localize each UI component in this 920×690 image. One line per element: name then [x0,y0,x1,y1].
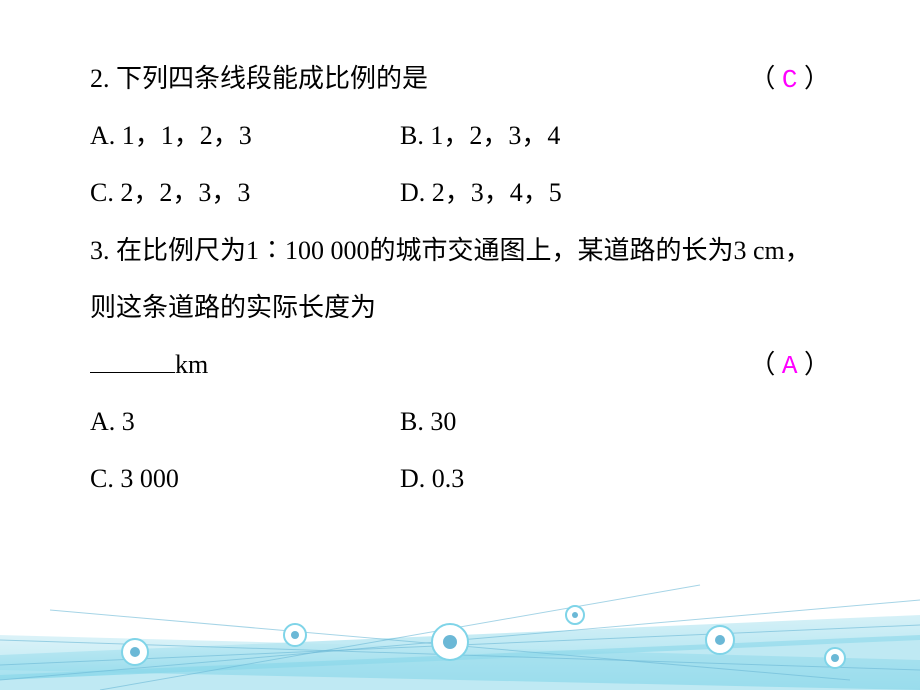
question-3-blank-line: km （ A ） [90,336,830,393]
q2-option-d: D. 2，3，4，5 [400,164,830,221]
bottom-decoration [0,580,920,690]
q3-options-row2: C. 3 000 D. 0.3 [90,450,830,507]
q2-answer: C [782,65,798,95]
question-2-stem: 2. 下列四条线段能成比例的是 （ C ） [90,50,830,107]
q2-answer-paren: （ C ） [749,50,830,109]
slide-content: 2. 下列四条线段能成比例的是 （ C ） A. 1，1，2，3 B. 1，2，… [0,0,920,508]
paren-open: （ [749,350,775,379]
q3-unit: km [175,350,208,379]
paren-close: ） [804,64,830,93]
q3-option-a: A. 3 [90,393,400,450]
q2-options-row2: C. 2，2，3，3 D. 2，3，4，5 [90,164,830,221]
deco-node-inner [130,647,140,657]
q3-option-d: D. 0.3 [400,450,830,507]
q2-number: 2. [90,64,110,93]
q3-options-row1: A. 3 B. 30 [90,393,830,450]
q3-answer: A [782,351,798,381]
q2-option-a: A. 1，1，2，3 [90,107,400,164]
fill-blank [90,347,175,373]
q2-option-c: C. 2，2，3，3 [90,164,400,221]
paren-close: ） [804,350,830,379]
q2-options-row1: A. 1，1，2，3 B. 1，2，3，4 [90,107,830,164]
q2-text: 下列四条线段能成比例的是 [116,64,428,93]
paren-open: （ [749,64,775,93]
q3-answer-paren: （ A ） [749,336,830,395]
q3-option-b: B. 30 [400,393,830,450]
question-3-stem: 3. 在比例尺为1∶100 000的城市交通图上，某道路的长为3 cm，则这条道… [90,222,830,336]
deco-node-inner [715,635,725,645]
q3-text: 在比例尺为1∶100 000的城市交通图上，某道路的长为3 cm，则这条道路的实… [90,236,811,322]
deco-node-inner [572,612,578,618]
q3-option-c: C. 3 000 [90,450,400,507]
deco-node-inner [291,631,299,639]
deco-node-inner [831,654,839,662]
deco-node-inner [443,635,457,649]
q2-option-b: B. 1，2，3，4 [400,107,830,164]
q3-number: 3. [90,236,110,265]
